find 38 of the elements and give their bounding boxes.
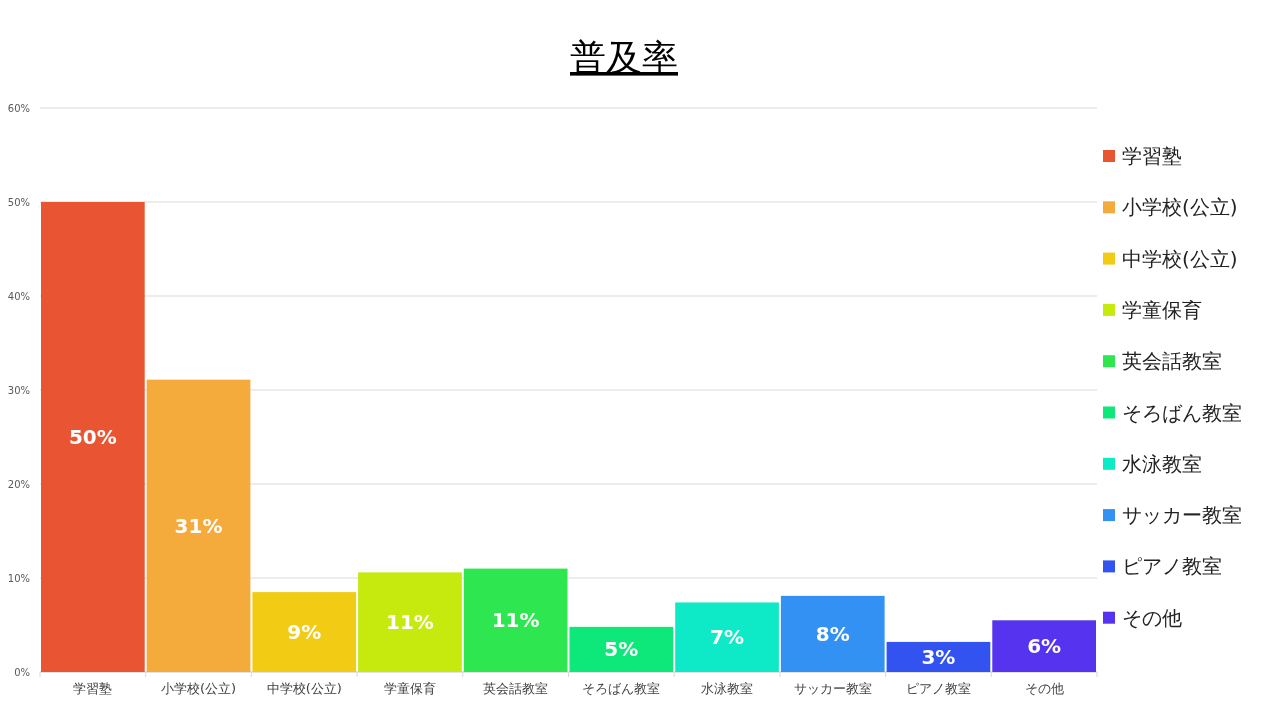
legend-label: 学習塾	[1122, 144, 1182, 168]
data-label: 11%	[491, 608, 540, 633]
y-tick-label: 60%	[7, 102, 30, 114]
x-tick-label: サッカー教室	[793, 681, 872, 696]
x-tick-label: その他	[1024, 681, 1064, 696]
x-tick-label: 学童保育	[383, 681, 436, 696]
data-label: 50%	[68, 425, 117, 449]
legend-label: 小学校(公立)	[1122, 195, 1238, 220]
legend-label: 中学校(公立)	[1122, 246, 1238, 271]
x-tick-label: 中学校(公立)	[266, 681, 342, 696]
legend-label: ピアノ教室	[1122, 554, 1222, 579]
legend-label: その他	[1122, 605, 1182, 630]
y-tick-label: 10%	[7, 572, 30, 584]
y-tick-label: 30%	[7, 384, 30, 396]
legend-label: 学童保育	[1122, 297, 1202, 322]
y-tick-label: 20%	[7, 478, 30, 490]
data-label: 11%	[386, 610, 434, 635]
x-tick-label: そろばん教室	[582, 681, 661, 696]
data-label: 8%	[815, 621, 850, 646]
data-label: 5%	[604, 637, 639, 662]
x-tick-label: ピアノ教室	[905, 681, 971, 696]
x-tick-label: 小学校(公立)	[160, 681, 237, 696]
x-tick-label: 水泳教室	[701, 681, 754, 696]
data-label: 6%	[1027, 634, 1062, 659]
chart-title: 普及率	[570, 37, 678, 78]
y-tick-label: 0%	[14, 666, 30, 678]
data-label: 9%	[287, 620, 322, 645]
legend-label: そろばん教室	[1122, 400, 1242, 425]
legend-label: サッカー教室	[1122, 503, 1242, 528]
x-tick-label: 学習塾	[73, 681, 113, 696]
data-label: 3%	[921, 644, 956, 669]
y-tick-label: 50%	[7, 196, 30, 208]
y-tick-label: 40%	[7, 290, 30, 302]
data-label: 7%	[710, 625, 745, 650]
legend-label: 水泳教室	[1122, 451, 1202, 476]
data-label: 31%	[174, 513, 223, 538]
legend-label: 英会話教室	[1122, 349, 1222, 374]
x-tick-label: 英会話教室	[483, 681, 549, 696]
